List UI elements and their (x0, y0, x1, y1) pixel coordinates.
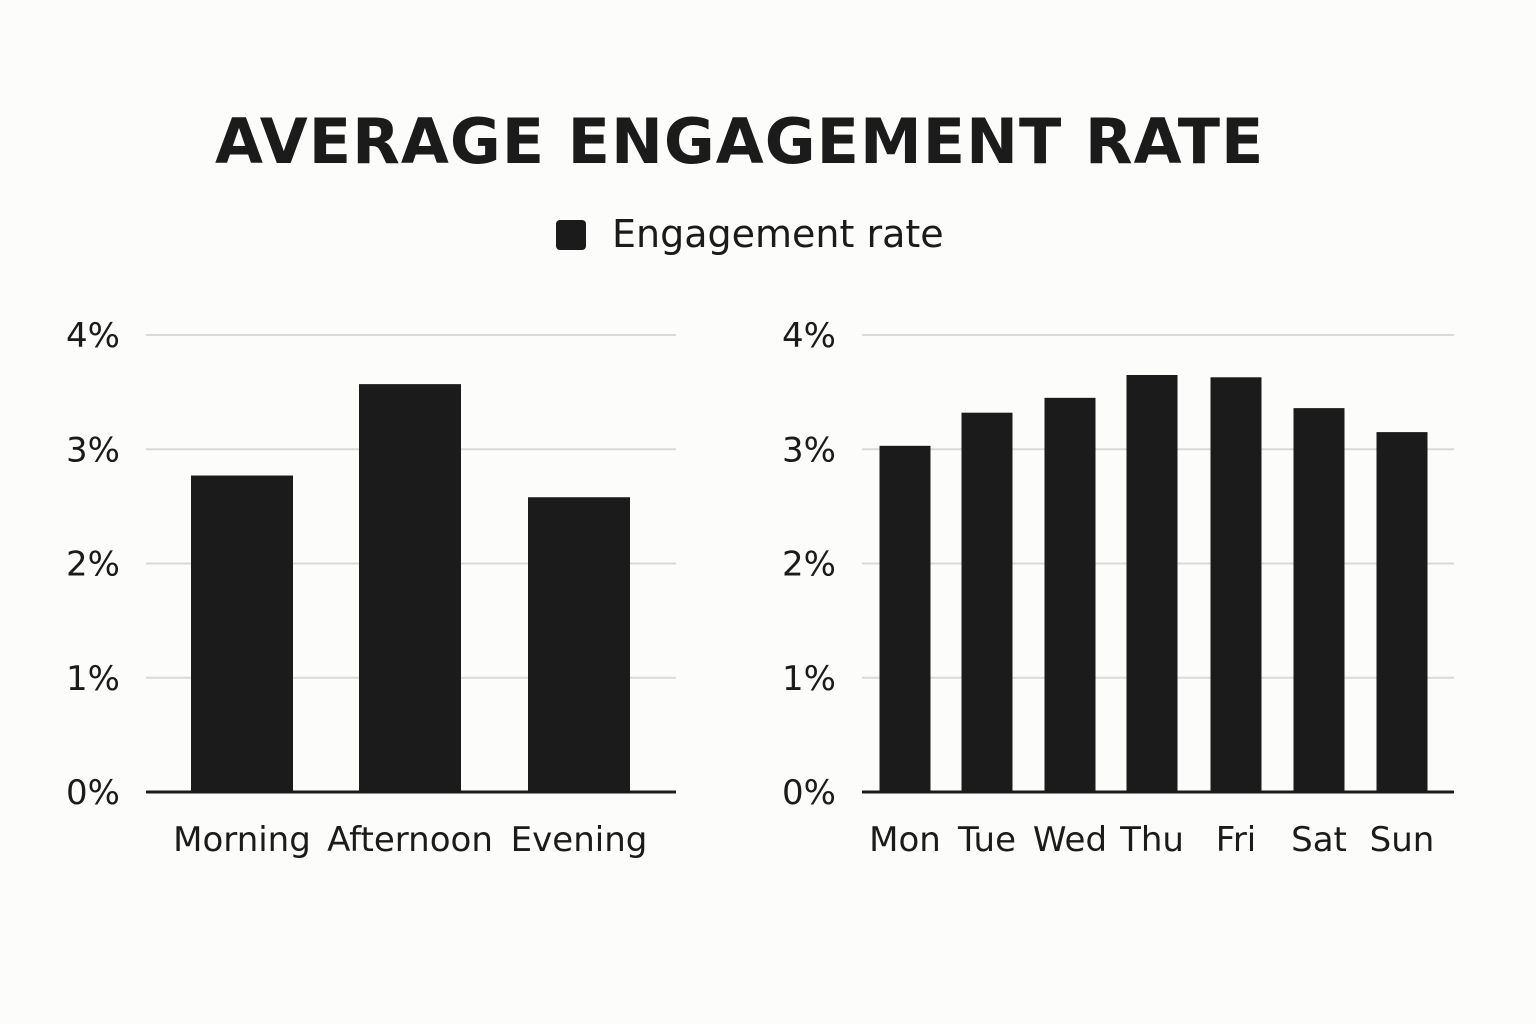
day-of-week-x-tick-label: Sat (1291, 820, 1347, 860)
time-of-day-panel: 0% 1% 2% 3% 4% Morning Afternoon Evening (66, 316, 676, 860)
day-of-week-y-tick-label: 2% (782, 545, 836, 585)
day-of-week-y-tick-label: 0% (782, 773, 836, 813)
time-of-day-y-tick-label: 2% (66, 545, 120, 585)
time-of-day-y-tick-label: 4% (66, 316, 120, 356)
chart-title: AVERAGE ENGAGEMENT RATE (215, 105, 1264, 178)
day-of-week-x-tick-label: Fri (1216, 820, 1257, 860)
time-of-day-x-tick-label: Afternoon (327, 820, 493, 860)
day-of-week-bar-thu (1126, 374, 1178, 792)
legend: Engagement rate (556, 212, 944, 256)
day-of-week-y-tick-label: 1% (782, 659, 836, 699)
day-of-week-bar-fri (1210, 377, 1262, 792)
time-of-day-y-tick-label: 3% (66, 430, 120, 470)
time-of-day-bar-afternoon (359, 384, 461, 792)
day-of-week-panel: 0% 1% 2% 3% 4% Mon Tue Wed Thu Fri Sat Sun (782, 316, 1454, 860)
time-of-day-bar-morning (191, 475, 293, 792)
day-of-week-bar-sun (1376, 432, 1428, 792)
day-of-week-y-tick-label: 3% (782, 430, 836, 470)
day-of-week-bar-tue (961, 412, 1013, 792)
day-of-week-bar-wed (1044, 397, 1096, 792)
day-of-week-x-tick-label: Mon (869, 820, 941, 860)
time-of-day-y-tick-label: 1% (66, 659, 120, 699)
day-of-week-x-tick-label: Thu (1119, 820, 1184, 860)
legend-swatch (556, 220, 586, 250)
time-of-day-x-tick-label: Morning (173, 820, 311, 860)
day-of-week-x-tick-label: Wed (1033, 820, 1107, 860)
day-of-week-y-tick-label: 4% (782, 316, 836, 356)
day-of-week-x-tick-label: Tue (957, 820, 1016, 860)
day-of-week-bar-sat (1293, 408, 1345, 792)
day-of-week-bar-mon (879, 445, 931, 792)
time-of-day-x-tick-label: Evening (511, 820, 648, 860)
time-of-day-y-tick-label: 0% (66, 773, 120, 813)
day-of-week-x-tick-label: Sun (1370, 820, 1435, 860)
legend-label: Engagement rate (612, 212, 944, 256)
time-of-day-bar-evening (528, 497, 630, 792)
